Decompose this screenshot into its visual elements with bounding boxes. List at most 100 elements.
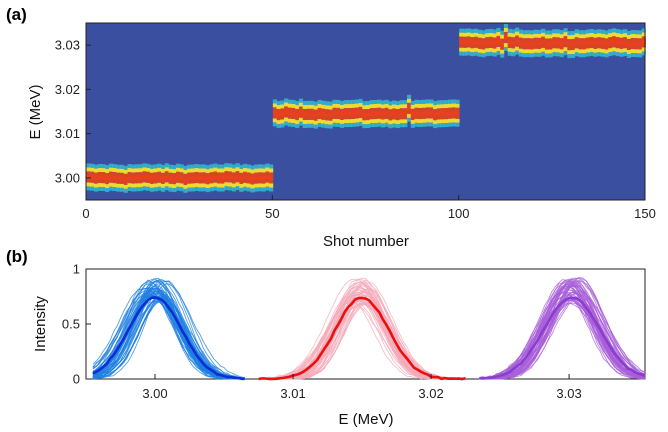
heatmap-cell — [254, 172, 259, 177]
heatmap-cell — [440, 115, 445, 120]
heatmap-cell — [541, 32, 546, 37]
heatmap-cell — [585, 52, 590, 57]
heatmap-cell — [414, 122, 419, 127]
heatmap-cell — [406, 109, 412, 114]
heatmap-cell — [515, 42, 520, 47]
heatmap-cell — [451, 99, 456, 104]
heatmap-cell — [142, 163, 147, 168]
heatmap-cell — [235, 186, 240, 191]
heatmap-cell — [541, 28, 546, 33]
heatmap-cell — [403, 100, 408, 105]
heatmap-cell — [392, 104, 397, 109]
heatmap-cell — [239, 179, 244, 184]
heatmap-cell — [213, 171, 218, 176]
heatmap-cell — [529, 45, 535, 50]
y-tick-label: 3.02 — [55, 82, 80, 97]
heatmap-cell — [336, 118, 341, 123]
heatmap-cell — [496, 35, 501, 40]
heatmap-cell — [213, 178, 218, 183]
heatmap-cell — [306, 119, 311, 124]
heatmap-cell — [541, 36, 546, 41]
heatmap-cell — [511, 37, 516, 42]
heatmap-cell — [116, 172, 121, 177]
heatmap-cell — [634, 49, 639, 54]
heatmap-cell — [537, 52, 542, 57]
heatmap-cell — [362, 112, 367, 117]
heatmap-cell — [347, 100, 352, 105]
heatmap-cell — [392, 108, 397, 113]
heatmap-cell — [615, 29, 620, 34]
heatmap-cell — [257, 175, 263, 180]
heatmap-cell — [146, 182, 151, 187]
heatmap-cell — [451, 118, 456, 123]
heatmap-cell — [570, 50, 576, 54]
heatmap-cell — [123, 184, 128, 189]
heatmap-x-ticks: 0 50 100 150 — [82, 195, 656, 221]
heatmap-cell — [317, 118, 322, 123]
heatmap-cell — [86, 174, 91, 179]
heatmap-cell — [295, 101, 300, 106]
heatmap-cell — [485, 44, 490, 49]
heatmap-cell — [317, 103, 322, 108]
heatmap-cell — [392, 111, 397, 116]
heatmap-cell — [343, 119, 348, 124]
heatmap-cell — [578, 45, 583, 50]
heatmap-cell — [112, 183, 117, 188]
heatmap-cell — [153, 187, 158, 192]
heatmap-cell — [205, 165, 210, 170]
heatmap-cell — [179, 179, 184, 184]
heatmap-cell — [447, 111, 453, 116]
heatmap-cell — [369, 119, 374, 124]
heatmap-cell — [559, 30, 564, 35]
heatmap-cell — [235, 182, 240, 187]
heatmap-cell — [269, 164, 274, 169]
heatmap-cell — [529, 30, 535, 35]
heatmap-cell — [406, 113, 412, 118]
heatmap-cell — [276, 124, 281, 129]
heatmap-cell — [291, 107, 296, 112]
spectrum-line — [479, 298, 646, 380]
heatmap-cell — [440, 108, 445, 113]
heatmap-cell — [470, 40, 475, 45]
heatmap-cell — [421, 118, 427, 123]
heatmap-cell — [433, 109, 438, 114]
heatmap-cell — [321, 112, 326, 117]
heatmap-cell — [347, 123, 352, 128]
heatmap-cell — [269, 168, 274, 173]
heatmap-cell — [485, 48, 490, 53]
heatmap-cell — [447, 103, 453, 108]
heatmap-cell — [325, 105, 330, 110]
heatmap-cell — [269, 183, 274, 188]
heatmap-cell — [440, 104, 445, 109]
heatmap-cell — [459, 32, 464, 37]
heatmap-cell — [488, 32, 494, 37]
heatmap-cell — [157, 175, 162, 180]
heatmap-cell — [101, 183, 106, 188]
heatmap-cell — [142, 182, 147, 187]
heatmap-cell — [425, 114, 430, 119]
heatmap-cell — [261, 176, 266, 181]
heatmap-cell — [190, 183, 195, 188]
heatmap-cell — [611, 32, 617, 37]
heatmap-cell — [518, 44, 523, 49]
heatmap-cell — [615, 37, 620, 42]
heatmap-cell — [623, 48, 628, 53]
heatmap-cell — [556, 48, 561, 53]
heatmap-cell — [638, 38, 643, 43]
heatmap-cell — [574, 40, 579, 45]
heatmap-cell — [570, 46, 576, 50]
heatmap-cell — [436, 108, 441, 113]
heatmap-cell — [243, 167, 248, 172]
heatmap-cell — [131, 164, 136, 169]
heatmap-cell — [377, 122, 382, 127]
heatmap-cell — [328, 109, 333, 114]
heatmap-cell — [436, 115, 441, 120]
heatmap-cell — [641, 43, 646, 48]
heatmap-cell — [272, 103, 277, 108]
heatmap-cell — [284, 102, 289, 107]
heatmap-cell — [97, 167, 102, 172]
heatmap-cell — [310, 115, 315, 120]
heatmap-cell — [246, 187, 251, 192]
heatmap-cell — [597, 37, 602, 42]
heatmap-cell — [250, 173, 255, 178]
